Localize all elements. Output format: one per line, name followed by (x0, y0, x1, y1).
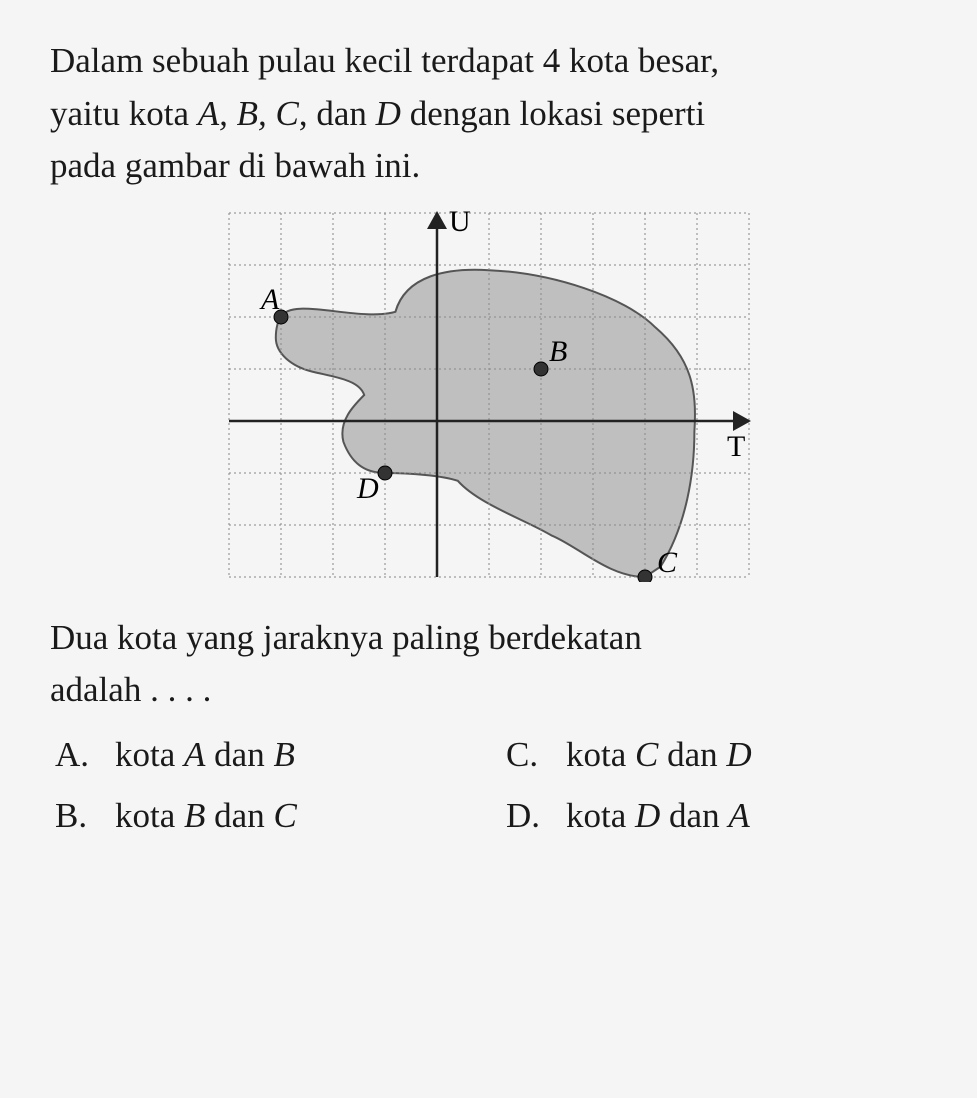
q-line2-pre: yaitu kota (50, 94, 198, 133)
island-figure: U T A B D C (224, 208, 754, 587)
sq-line2: adalah . . . . (50, 670, 211, 709)
option-c-text: kota C dan D (566, 727, 752, 783)
svg-text:D: D (356, 472, 379, 505)
island-svg: U T A B D C (224, 208, 754, 582)
q-line3: pada gambar di bawah ini. (50, 146, 420, 185)
q-line2-post: dengan lokasi seperti (401, 94, 705, 133)
option-b: B. kota B dan C (55, 788, 476, 844)
svg-text:B: B (549, 335, 567, 368)
svg-text:C: C (657, 546, 678, 579)
q-line2-mid: , dan (299, 94, 376, 133)
svg-text:A: A (259, 283, 280, 316)
option-d-letter: D. (506, 788, 566, 844)
q-line2-vars: A, B, C (198, 94, 299, 133)
q-line1: Dalam sebuah pulau kecil terdapat 4 kota… (50, 41, 719, 80)
sq-line1: Dua kota yang jaraknya paling berdekatan (50, 618, 642, 657)
option-b-letter: B. (55, 788, 115, 844)
option-a-text: kota A dan B (115, 727, 295, 783)
option-a: A. kota A dan B (55, 727, 476, 783)
svg-text:T: T (727, 430, 745, 463)
answer-options: A. kota A dan B C. kota C dan D B. kota … (50, 727, 927, 844)
option-a-letter: A. (55, 727, 115, 783)
option-b-text: kota B dan C (115, 788, 297, 844)
option-d-text: kota D dan A (566, 788, 750, 844)
q-line2-var2: D (376, 94, 401, 133)
svg-text:U: U (449, 208, 471, 238)
question-stem: Dalam sebuah pulau kecil terdapat 4 kota… (50, 35, 927, 193)
option-d: D. kota D dan A (506, 788, 927, 844)
sub-question: Dua kota yang jaraknya paling berdekatan… (50, 612, 927, 717)
option-c: C. kota C dan D (506, 727, 927, 783)
figure-container: U T A B D C (50, 208, 927, 587)
option-c-letter: C. (506, 727, 566, 783)
